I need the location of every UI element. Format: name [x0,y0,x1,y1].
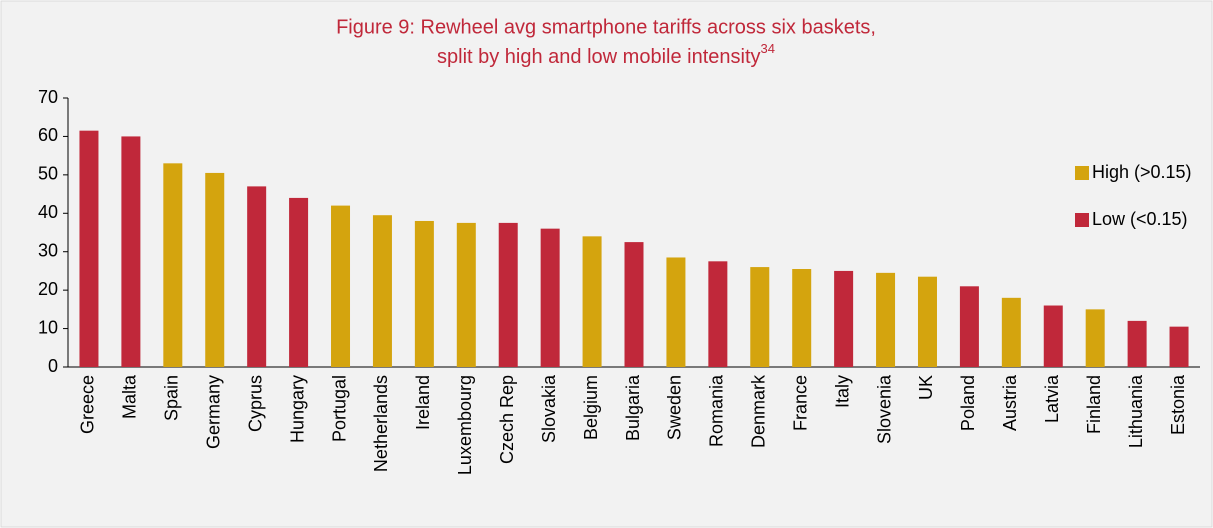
chart-title: split by high and low mobile intensity34 [437,41,775,68]
x-tick-label: Luxembourg [455,375,475,475]
x-tick-label: Spain [162,375,182,421]
x-tick-label: Sweden [665,375,685,440]
bar [121,136,141,367]
bar [750,267,770,367]
x-tick-label: Austria [1000,374,1020,431]
title-line: split by high and low mobile intensity [437,46,761,68]
x-tick-label: Cyprus [245,375,265,432]
x-tick-label: Greece [78,375,98,434]
x-tick-label: Slovenia [874,374,894,444]
y-tick-label: 30 [38,240,58,260]
y-tick-label: 70 [38,87,58,107]
bar [1043,305,1063,367]
bar [163,163,183,367]
bar [876,272,896,367]
bar [289,197,309,367]
y-tick-label: 20 [38,279,58,299]
x-tick-label: Latvia [1042,374,1062,423]
bar [666,257,686,367]
x-tick-label: Estonia [1168,374,1188,435]
bar [414,220,434,367]
bar [331,205,351,367]
y-tick-label: 50 [38,164,58,184]
x-tick-label: Hungary [287,375,307,443]
x-tick-label: UK [916,375,936,400]
bar [917,276,937,367]
bar [205,172,225,367]
x-tick-label: Slovakia [539,374,559,443]
bar [1127,320,1147,367]
bar [792,269,812,367]
y-tick-label: 40 [38,202,58,222]
bar [540,228,560,367]
y-tick-label: 0 [48,356,58,376]
legend-label: High (>0.15) [1092,162,1192,182]
x-tick-label: Belgium [581,375,601,440]
bar [582,236,602,367]
bar [1001,297,1021,367]
bar [247,186,267,367]
bar [498,222,518,367]
legend-swatch [1075,213,1089,227]
bar [1169,326,1189,367]
x-tick-label: Lithuania [1126,374,1146,448]
x-tick-label: France [790,375,810,431]
x-tick-label: Malta [120,374,140,419]
bar [1085,309,1105,367]
x-tick-label: Poland [958,375,978,431]
chart-title: Figure 9: Rewheel avg smartphone tariffs… [336,16,876,38]
title-footnote: 34 [761,41,775,56]
legend-label: Low (<0.15) [1092,209,1188,229]
x-tick-label: Netherlands [371,375,391,472]
bar [834,270,854,367]
x-tick-label: Ireland [413,375,433,430]
x-tick-label: Denmark [749,374,769,448]
x-tick-label: Romania [707,374,727,447]
y-tick-label: 60 [38,125,58,145]
x-tick-label: Germany [203,375,223,449]
y-tick-label: 10 [38,317,58,337]
bar [456,222,476,367]
x-tick-label: Italy [832,375,852,408]
bar [708,261,728,367]
bar [959,286,979,367]
bar [372,215,392,367]
x-tick-label: Bulgaria [623,374,643,441]
legend-swatch [1075,166,1089,180]
x-tick-label: Czech Rep [497,375,517,464]
x-tick-label: Finland [1084,375,1104,434]
x-tick-label: Portugal [329,375,349,442]
bar [79,130,99,367]
bar [624,242,644,367]
